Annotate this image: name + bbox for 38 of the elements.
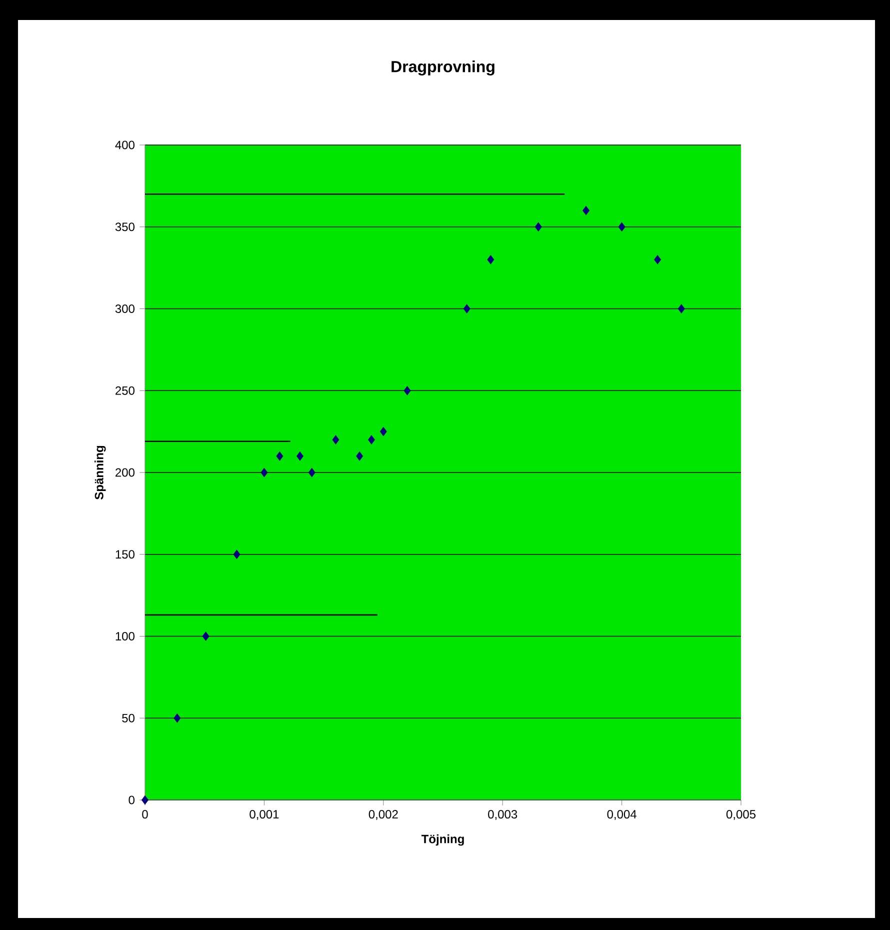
x-tick-label: 0 [142, 810, 148, 819]
point [296, 452, 304, 461]
x-tick-label: 0,004 [607, 810, 636, 820]
point [654, 255, 662, 264]
x-tick-label: 0,003 [488, 810, 518, 820]
point [332, 435, 340, 444]
y-tick-label: 250 [116, 386, 134, 395]
y-tick-label: 50 [122, 714, 134, 722]
point [534, 222, 542, 232]
y-tick-label: 0 [128, 796, 134, 804]
point [368, 435, 375, 444]
y-tick-label: 150 [116, 550, 134, 559]
point [678, 304, 685, 314]
y-tick-label: 300 [115, 304, 134, 313]
x-tick-label: 0,002 [368, 810, 398, 820]
point [463, 304, 470, 314]
y-tick-label: 200 [116, 468, 134, 477]
point [618, 222, 626, 232]
point [233, 550, 240, 559]
point [260, 468, 268, 478]
x-tick-label: 0,005 [726, 810, 756, 820]
y-tick-label: 100 [116, 632, 134, 640]
point [582, 206, 590, 216]
y-axis-title: Spänning [94, 446, 106, 500]
x-axis-title: Töjning [421, 834, 464, 846]
point [404, 386, 411, 396]
point [276, 452, 284, 461]
point [380, 427, 387, 436]
chart-title: Dragprovning [392, 60, 494, 76]
point [202, 632, 210, 641]
point [142, 795, 148, 805]
point [174, 714, 181, 723]
y-tick-label: 400 [115, 140, 134, 150]
point [487, 255, 494, 264]
point [308, 468, 316, 478]
x-tick-label: 0,001 [250, 810, 279, 820]
y-tick-label: 350 [115, 222, 134, 232]
point [356, 452, 364, 461]
